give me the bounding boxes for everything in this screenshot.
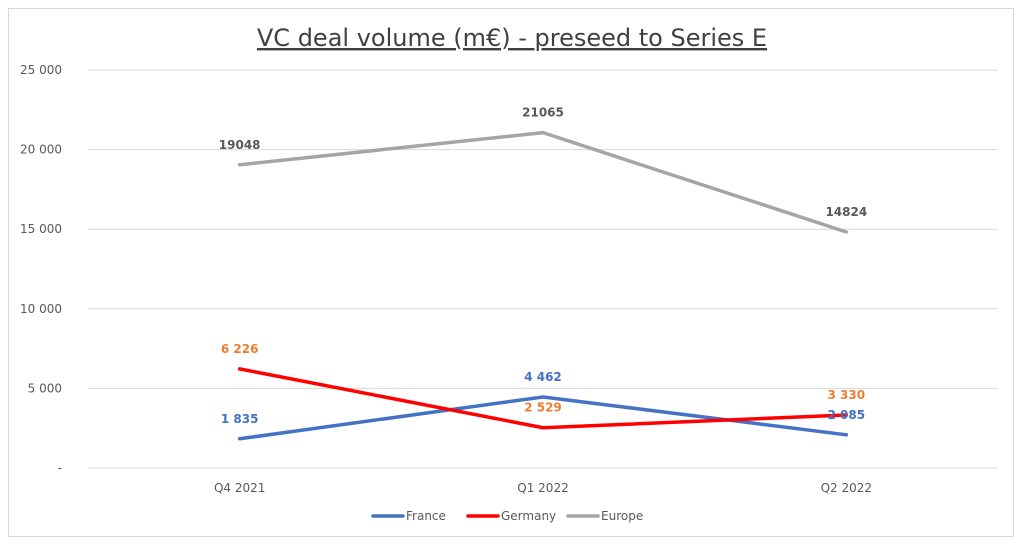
data-label-europe: 14824 — [825, 205, 867, 219]
series-line-france — [237, 395, 849, 441]
legend: France Germany Europe — [371, 509, 643, 523]
x-axis: Q4 2021 Q1 2022 Q2 2022 — [214, 481, 872, 495]
y-tick-label: 20 000 — [20, 143, 62, 157]
series-line-germany — [237, 367, 849, 430]
data-label-france: 4 462 — [524, 370, 562, 384]
x-tick-label: Q2 2022 — [821, 481, 872, 495]
series-lines — [237, 130, 849, 441]
series-line-europe — [237, 130, 849, 234]
chart-frame — [8, 8, 1014, 537]
y-tick-label: 25 000 — [20, 63, 62, 77]
y-axis: - 5 000 10 000 15 000 20 000 25 000 — [20, 63, 62, 475]
chart-title: VC deal volume (m€) - preseed to Series … — [257, 24, 767, 52]
legend-label: France — [406, 509, 446, 523]
y-tick-label: 5 000 — [28, 381, 62, 395]
data-label-europe: 19048 — [219, 138, 261, 152]
x-tick-label: Q1 2022 — [517, 481, 568, 495]
y-tick-label: 15 000 — [20, 222, 62, 236]
data-label-germany: 3 330 — [828, 388, 866, 402]
y-tick-label: - — [58, 461, 62, 475]
x-tick-label: Q4 2021 — [214, 481, 265, 495]
gridlines — [88, 69, 998, 469]
legend-item-france: France — [371, 509, 446, 523]
legend-item-germany: Germany — [466, 509, 556, 523]
data-label-france: 1 835 — [221, 412, 259, 426]
data-labels: 1 835 4 462 2 085 6 226 2 529 3 330 19048 21065… — [219, 106, 867, 426]
data-label-germany: 6 226 — [221, 342, 259, 356]
data-label-france: 2 085 — [828, 408, 866, 422]
legend-label: Germany — [501, 509, 556, 523]
y-tick-label: 10 000 — [20, 302, 62, 316]
legend-label: Europe — [601, 509, 643, 523]
data-label-europe: 21065 — [522, 106, 564, 120]
data-label-germany: 2 529 — [524, 401, 562, 415]
legend-item-europe: Europe — [566, 509, 643, 523]
